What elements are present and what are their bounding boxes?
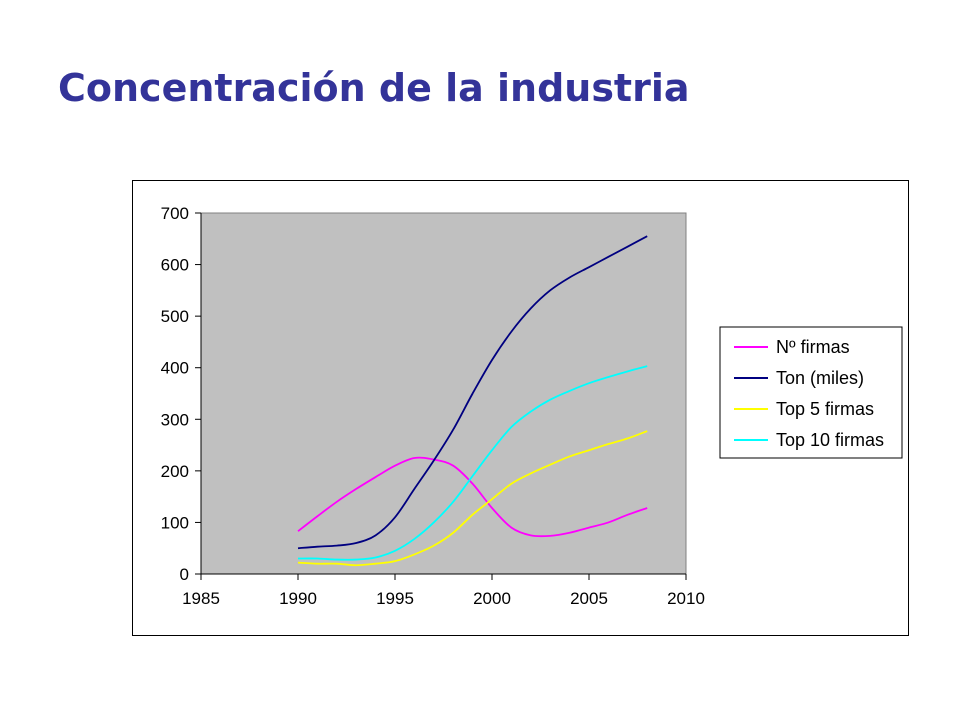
x-tick-label: 2005: [570, 589, 608, 608]
y-tick-label: 500: [161, 307, 189, 326]
x-tick-label: 1995: [376, 589, 414, 608]
series-line-2: [297, 430, 648, 567]
x-tick-label: 2010: [667, 589, 705, 608]
y-tick-label: 100: [161, 513, 189, 532]
chart-frame: 0 100 200 300 400 500 600 700 1985 1990 1995 2000 2…: [132, 180, 909, 636]
legend-box: [719, 326, 903, 459]
x-tick-label: 1990: [279, 589, 317, 608]
y-tick-label: 300: [161, 410, 189, 429]
legend: Nº firmas Ton (miles) Top 5 firmas Top 10 f…: [719, 326, 903, 459]
legend-label: Nº firmas: [776, 337, 850, 357]
y-tick-label: 600: [161, 256, 189, 275]
y-axis: 0 100 200 300 400 500 600 700: [161, 204, 202, 584]
series-line-1: [297, 235, 648, 550]
series-line-0: [297, 456, 648, 538]
y-tick-label: 400: [161, 359, 189, 378]
line-chart: 0 100 200 300 400 500 600 700 1985 1990 1995 2000 2…: [161, 204, 903, 608]
x-tick-label: 2000: [473, 589, 511, 608]
legend-label: Ton (miles): [776, 368, 864, 388]
legend-label: Top 10 firmas: [776, 430, 884, 450]
x-tick-label: 1985: [182, 589, 220, 608]
slide-title: Concentración de la industria: [58, 66, 690, 110]
y-tick-label: 700: [161, 204, 189, 223]
y-tick-label: 0: [180, 565, 189, 584]
x-axis: 1985 1990 1995 2000 2005 2010: [182, 573, 705, 608]
series-line-3: [297, 365, 648, 561]
legend-label: Top 5 firmas: [776, 399, 874, 419]
series-lines: [297, 235, 648, 567]
y-tick-label: 200: [161, 462, 189, 481]
